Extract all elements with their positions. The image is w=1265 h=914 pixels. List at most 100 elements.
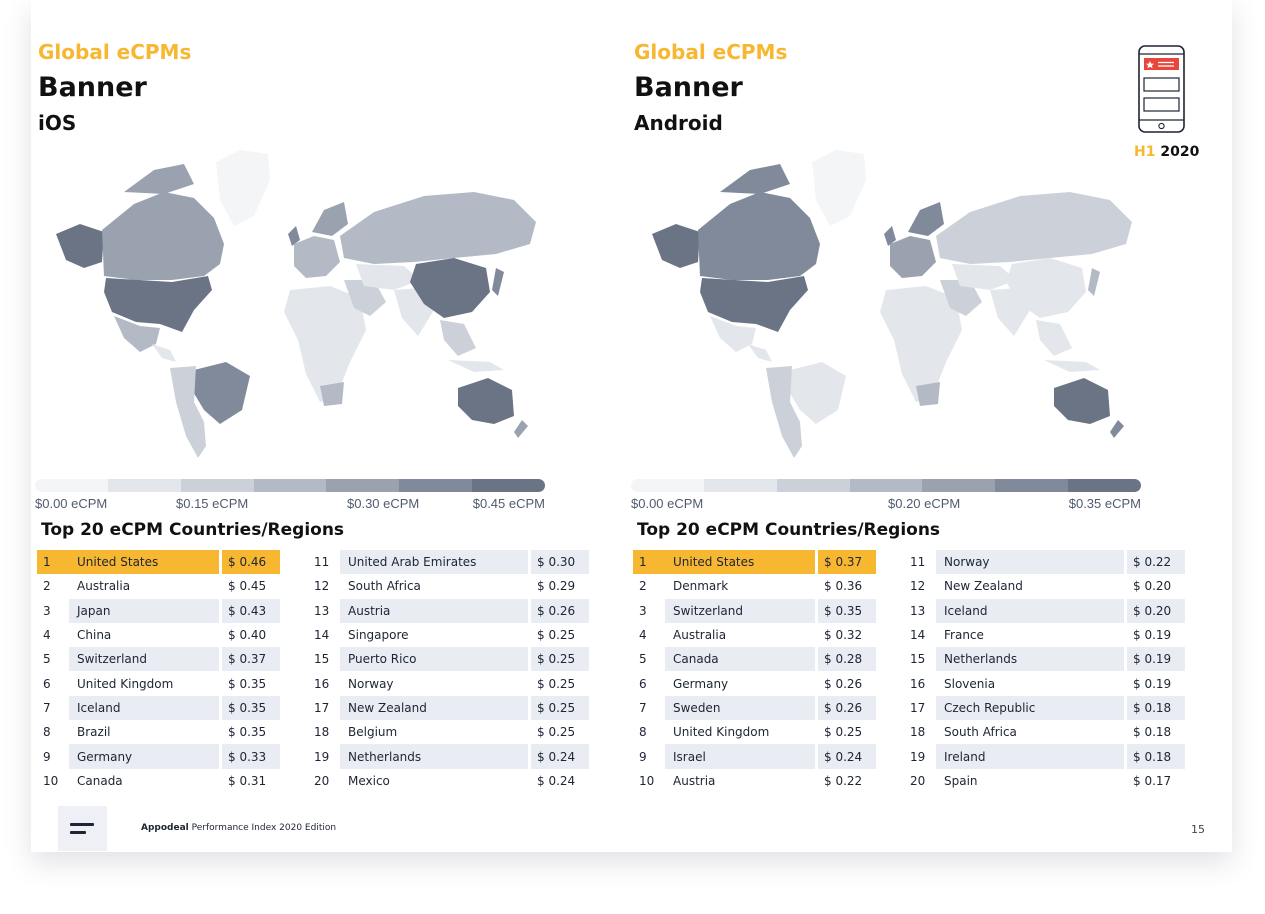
value-cell: $ 0.35 (219, 695, 280, 721)
country-cell: Australia (77, 579, 131, 594)
country-cell: Switzerland (665, 598, 815, 623)
ranking-row: 2 Denmark $ 0.36 (633, 574, 876, 599)
country-cell: United Kingdom (673, 725, 770, 740)
map-usa (104, 276, 212, 332)
ranking-row: 11 United Arab Emirates $ 0.30 (308, 550, 589, 575)
value-cell: $ 0.20 (1124, 598, 1185, 623)
value-cell: $ 0.31 (219, 768, 280, 793)
world-map-shapes (652, 150, 1132, 458)
value-cell: $ 0.35 (219, 671, 280, 696)
scale-step (1068, 479, 1141, 492)
ranking-row: 6 Germany $ 0.26 (633, 671, 876, 696)
map-europe (890, 236, 936, 278)
world-map-android (652, 150, 1132, 458)
country-cell: Czech Republic (936, 695, 1124, 721)
map-japan (1088, 268, 1100, 296)
map-indonesia (1044, 360, 1100, 372)
map-africa (284, 286, 366, 402)
map-greenland (812, 150, 866, 226)
map-arctic-islands (124, 164, 194, 194)
scale-step (922, 479, 996, 492)
country-cell: China (77, 628, 112, 643)
map-new-zealand (514, 420, 528, 438)
country-cell: Iceland (936, 598, 1124, 623)
map-usa (700, 276, 808, 332)
menu-bar-bottom (70, 831, 86, 834)
ranking-row: 14 France $ 0.19 (904, 622, 1185, 648)
map-mexico (710, 316, 756, 352)
rank-cell: 1 (633, 550, 665, 575)
scale-step (399, 479, 473, 492)
ranking-row: 9 Israel $ 0.24 (633, 744, 876, 769)
value-cell: $ 0.36 (815, 574, 876, 599)
rank-cell: 5 (633, 647, 665, 672)
country-cell: Austria (673, 773, 716, 788)
map-japan (492, 268, 504, 296)
ranking-row: 3 Japan $ 0.43 (37, 598, 280, 623)
country-cell: France (944, 628, 984, 643)
ranking-row: 3 Switzerland $ 0.35 (633, 598, 876, 623)
country-cell: Brazil (77, 725, 111, 740)
value-cell: $ 0.24 (528, 768, 589, 793)
period-half: H1 (1134, 144, 1156, 160)
ranking-row: 18 South Africa $ 0.18 (904, 720, 1185, 745)
footer-caption: Appodeal Performance Index 2020 Edition (141, 823, 336, 833)
country-cell: New Zealand (340, 695, 528, 721)
ranking-table-1-10: 1 United States $ 0.46 2 Australia $ 0.45 3 Jap… (37, 550, 280, 793)
rank-cell: 9 (633, 744, 665, 769)
value-cell: $ 0.17 (1124, 768, 1185, 793)
ranking-row: 18 Belgium $ 0.25 (308, 720, 589, 745)
country-cell: Canada (665, 647, 815, 672)
rank-cell: 3 (37, 598, 69, 623)
rank-cell: 5 (37, 647, 69, 672)
rank-cell: 9 (37, 744, 69, 769)
ranking-row: 7 Iceland $ 0.35 (37, 695, 280, 721)
country-cell: Germany (673, 676, 729, 691)
ios-panel: Global eCPMs Banner iOS (35, 0, 589, 800)
scale-step (849, 479, 923, 492)
scale-label-max: $0.45 eCPM (472, 496, 545, 511)
country-cell: United States (665, 550, 815, 575)
ranking-row: 8 United Kingdom $ 0.25 (633, 720, 876, 745)
ranking-row: 15 Puerto Rico $ 0.25 (308, 647, 589, 672)
country-cell: Australia (673, 628, 727, 643)
ranking-row: 19 Ireland $ 0.18 (904, 744, 1185, 769)
map-australia (1054, 378, 1110, 424)
scale-step (631, 479, 704, 492)
map-south-africa (916, 382, 940, 406)
map-central-america (152, 344, 176, 362)
map-uk-iceland (288, 226, 300, 246)
ranking-row: 15 Netherlands $ 0.19 (904, 647, 1185, 672)
ranking-row: 13 Iceland $ 0.20 (904, 598, 1185, 623)
ranking-table-11-20: 11 Norway $ 0.22 12 New Zealand $ 0.20 13 Icela… (904, 550, 1185, 793)
rank-cell: 10 (639, 773, 655, 788)
scale-step (180, 479, 254, 492)
map-uk-iceland (884, 226, 896, 246)
rank-cell: 1 (37, 550, 69, 575)
scale-step (472, 479, 545, 492)
country-cell: Canada (77, 773, 123, 788)
value-cell: $ 0.24 (815, 744, 876, 769)
map-russia (936, 192, 1132, 264)
world-map-shapes (56, 150, 536, 458)
ranking-row: 16 Norway $ 0.25 (308, 671, 589, 696)
country-cell: Netherlands (936, 647, 1124, 672)
ranking-row: 5 Canada $ 0.28 (633, 647, 876, 672)
rank-cell: 14 (910, 628, 926, 643)
period-year: 2020 (1160, 144, 1200, 160)
ranking-title: Top 20 eCPM Countries/Regions (41, 520, 345, 540)
rank-cell: 16 (314, 676, 330, 691)
menu-icon[interactable] (58, 806, 107, 851)
rank-cell: 18 (314, 725, 330, 740)
map-scandinavia (312, 202, 348, 236)
rank-cell: 14 (314, 628, 330, 643)
period-badge: H1 2020 (1134, 144, 1199, 160)
country-cell: Norway (348, 676, 394, 691)
ranking-row: 10 Austria $ 0.22 (633, 768, 876, 793)
value-cell: $ 0.20 (1124, 574, 1185, 599)
country-cell: Israel (665, 744, 815, 769)
map-africa (880, 286, 962, 402)
map-south-africa (320, 382, 344, 406)
ranking-row: 12 New Zealand $ 0.20 (904, 574, 1185, 599)
value-cell: $ 0.26 (815, 671, 876, 696)
